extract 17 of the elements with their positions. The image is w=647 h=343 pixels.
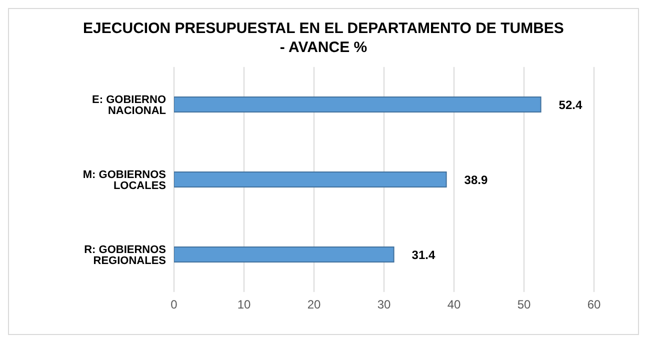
x-tick-label: 40 bbox=[447, 298, 461, 312]
y-tick-label: E: GOBIERNO NACIONAL bbox=[92, 94, 166, 117]
bar bbox=[174, 96, 542, 112]
y-tick-label: M: GOBIERNOS LOCALES bbox=[82, 168, 166, 192]
x-tick-label: 60 bbox=[587, 298, 601, 312]
x-tick-label: 10 bbox=[237, 298, 251, 312]
data-label: 52.4 bbox=[558, 98, 582, 112]
chart-title: EJECUCION PRESUPUESTAL EN EL DEPARTAMENTO DE TUMBES - AVANCE % bbox=[82, 19, 565, 57]
x-tick-label: 20 bbox=[307, 298, 321, 312]
data-label: 38.9 bbox=[464, 172, 488, 187]
data-label: 31.4 bbox=[412, 248, 436, 262]
x-tick-label: 50 bbox=[517, 298, 531, 312]
bar bbox=[174, 172, 447, 188]
x-tick-label: 0 bbox=[170, 298, 178, 312]
bar bbox=[174, 246, 394, 262]
y-tick-label: R: GOBIERNOS REGIONALES bbox=[84, 244, 166, 267]
x-tick-label: 30 bbox=[377, 298, 391, 312]
